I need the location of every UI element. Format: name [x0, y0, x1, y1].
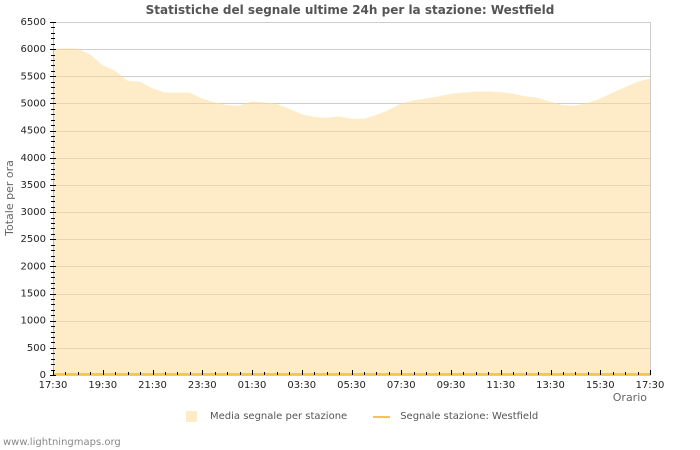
x-tick-label: 15:30: [586, 380, 615, 391]
legend-item-westfield: Segnale stazione: Westfield: [373, 411, 538, 422]
y-tick-label: 2000: [21, 261, 46, 272]
x-tick-label: 21:30: [138, 380, 167, 391]
x-tick-label: 07:30: [387, 380, 416, 391]
y-tick-label: 6500: [21, 17, 46, 28]
x-tick-label: 13:30: [536, 380, 565, 391]
legend-label-westfield: Segnale stazione: Westfield: [400, 411, 539, 422]
x-tick-label: 23:30: [188, 380, 217, 391]
y-tick-label: 1500: [21, 289, 46, 300]
series-area-media: [53, 48, 650, 375]
x-tick-label: 03:30: [287, 380, 316, 391]
y-tick-label: 5000: [21, 98, 46, 109]
legend-area-swatch-icon: [186, 411, 197, 422]
chart-title: Statistiche del segnale ultime 24h per l…: [145, 3, 555, 17]
y-tick-label: 2500: [21, 234, 46, 245]
x-tick-label: 09:30: [437, 380, 466, 391]
x-tick-label: 17:30: [636, 380, 665, 391]
y-axis-title: Totale per ora: [3, 160, 16, 237]
footer-credit: www.lightningmaps.org: [3, 437, 121, 448]
y-tick-label: 4000: [21, 153, 46, 164]
y-tick-label: 6000: [21, 44, 46, 55]
y-tick-label: 4500: [21, 126, 46, 137]
x-tick-label: 19:30: [88, 380, 117, 391]
x-axis-ticks: 17:30 19:30 21:30 23:30 01:30 03:30 05:30 07:30…: [39, 370, 665, 391]
legend: Media segnale per stazione Segnale stazi…: [186, 411, 564, 422]
y-axis-ticks: 0 500 1000 1500 2000 2500 3000 3500 4000 4500 5000…: [21, 17, 56, 381]
y-tick-label: 500: [27, 343, 46, 354]
axes: [53, 22, 651, 376]
y-tick-label: 5500: [21, 71, 46, 82]
y-tick-label: 1000: [21, 316, 46, 327]
y-tick-label: 0: [40, 370, 46, 381]
y-tick-label: 3000: [21, 207, 46, 218]
legend-label-media: Media segnale per stazione: [210, 411, 348, 422]
x-tick-label: 17:30: [39, 380, 68, 391]
x-axis-title: Orario: [613, 391, 648, 404]
x-tick-label: 05:30: [337, 380, 366, 391]
legend-line-swatch-icon: [373, 415, 391, 418]
x-tick-label: 01:30: [238, 380, 267, 391]
legend-item-media: Media segnale per stazione: [186, 411, 347, 422]
y-tick-label: 3500: [21, 180, 46, 191]
x-tick-label: 11:30: [486, 380, 515, 391]
